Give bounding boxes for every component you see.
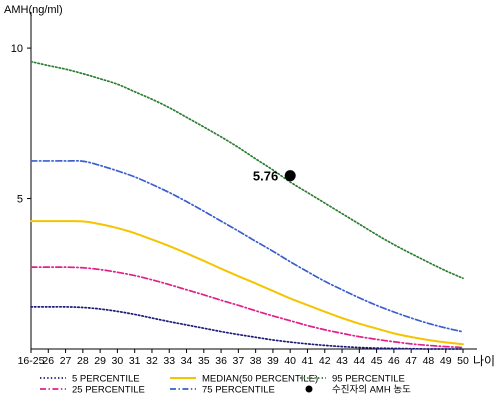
x-tick-label: 45 <box>371 355 383 367</box>
x-tick-label: 34 <box>181 355 193 367</box>
x-tick-label: 40 <box>284 355 296 367</box>
x-tick-label: 42 <box>319 355 331 367</box>
x-tick-label: 47 <box>405 355 417 367</box>
legend-label: 5 PERCENTILE <box>72 374 140 385</box>
x-tick-label: 50 <box>457 355 469 367</box>
x-tick-label: 49 <box>440 355 452 367</box>
series-line-25-percentile <box>30 266 464 349</box>
series-line-median-50-percentile <box>30 220 464 346</box>
x-tick-label: 32 <box>146 355 158 367</box>
x-tick-label: 28 <box>77 355 89 367</box>
x-tick-label: 48 <box>423 355 435 367</box>
series-line-75-percentile <box>30 159 464 333</box>
patient-amh-value-label: 5.76 <box>253 169 278 184</box>
x-tick-label: 31 <box>129 355 141 367</box>
series-lines <box>30 60 464 350</box>
legend-label: 수진자의 AMH 농도 <box>332 385 411 396</box>
legend-marker-dot <box>305 385 313 393</box>
patient-point-group: 5.76 <box>253 169 296 184</box>
series-line-5-percentile <box>30 305 464 350</box>
x-tick-label: 30 <box>112 355 124 367</box>
x-tick-label: 35 <box>198 355 210 367</box>
patient-amh-point <box>284 170 296 182</box>
series-line-95-percentile <box>30 60 464 280</box>
x-tick-label: 44 <box>353 355 365 367</box>
x-tick-label: 36 <box>215 355 227 367</box>
y-tick-label: 10 <box>11 43 23 55</box>
x-tick-label: 33 <box>163 355 175 367</box>
x-tick-label: 16-25 <box>18 355 45 367</box>
x-tick-label: 43 <box>336 355 348 367</box>
x-tick-label: 46 <box>388 355 400 367</box>
x-tick-label: 26 <box>42 355 54 367</box>
x-tick-label: 27 <box>60 355 72 367</box>
x-tick-label: 38 <box>250 355 262 367</box>
x-tick-label: 37 <box>233 355 245 367</box>
y-tick-label: 5 <box>17 194 23 206</box>
x-tick-label: 39 <box>267 355 279 367</box>
legend-label: 25 PERCENTILE <box>72 385 145 396</box>
x-axis-title: 나이 <box>473 354 495 368</box>
y-axis-title: AMH(ng/ml) <box>4 4 63 16</box>
x-tick-label: 41 <box>302 355 314 367</box>
legend-label: MEDIAN(50 PERCENTILE) <box>202 374 318 385</box>
legend-label: 95 PERCENTILE <box>332 374 405 385</box>
legend-label: 75 PERCENTILE <box>202 385 275 396</box>
x-tick-label: 29 <box>94 355 106 367</box>
